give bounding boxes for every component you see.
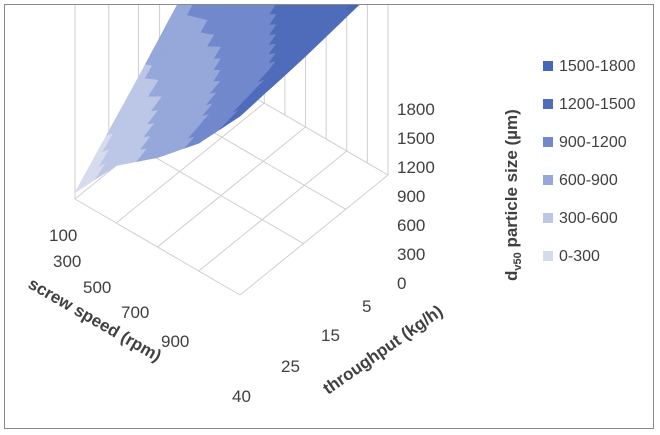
x-tick-label: 300 bbox=[53, 252, 81, 271]
z-tick-label: 0 bbox=[397, 274, 406, 293]
y-axis-title: throughput (kg/h) bbox=[319, 301, 446, 398]
y-tick-label: 40 bbox=[232, 387, 251, 406]
z-axis-title: dv50 particle size (µm) bbox=[502, 109, 524, 281]
floor-grid-line bbox=[138, 147, 304, 245]
x-tick-label: 700 bbox=[121, 303, 149, 322]
legend-swatch bbox=[543, 137, 553, 147]
z-tick-label: 900 bbox=[397, 187, 425, 206]
z-tick-label: 1800 bbox=[397, 100, 435, 119]
z-tick-label: 600 bbox=[397, 216, 425, 235]
legend-label: 0-300 bbox=[559, 248, 600, 265]
legend-swatch bbox=[543, 251, 553, 261]
legend-label: 1500-1800 bbox=[559, 58, 636, 75]
legend-swatch bbox=[543, 213, 553, 223]
z-tick-label: 1200 bbox=[397, 158, 435, 177]
z-axis-title-sub: v50 bbox=[512, 252, 524, 270]
x-tick-labels: 100 300 500 700 900 bbox=[49, 226, 189, 351]
floor-grid-line bbox=[74, 198, 241, 296]
legend-swatch bbox=[543, 99, 553, 109]
y-tick-label: 5 bbox=[362, 297, 371, 316]
y-tick-labels: 40 25 15 5 bbox=[232, 297, 371, 406]
x-tick-label: 500 bbox=[83, 278, 111, 297]
floor-grid-line bbox=[157, 126, 306, 248]
floor-grid-line bbox=[239, 174, 389, 296]
y-tick-label: 25 bbox=[281, 357, 300, 376]
x-tick-label: 100 bbox=[49, 226, 77, 245]
legend-swatch bbox=[543, 61, 553, 71]
legend-label: 300-600 bbox=[559, 210, 618, 227]
legend: 1500-1800 1200-1500 900-1200 600-900 300-600… bbox=[543, 58, 636, 265]
legend-label: 900-1200 bbox=[559, 134, 627, 151]
floor-grid-line bbox=[115, 102, 265, 224]
chart-frame: 1800 1500 1200 900 600 300 0 100 300 500… bbox=[4, 0, 654, 429]
surface-plot bbox=[74, 0, 365, 193]
x-tick-label: 900 bbox=[161, 332, 189, 351]
y-tick-label: 15 bbox=[321, 326, 340, 345]
z-axis-title-rest: particle size (µm) bbox=[502, 109, 521, 252]
legend-label: 600-900 bbox=[559, 172, 618, 189]
legend-swatch bbox=[543, 175, 553, 185]
z-axis-title-main: d bbox=[502, 271, 521, 281]
z-tick-labels: 1800 1500 1200 900 600 300 0 bbox=[397, 100, 435, 293]
floor-grid-line bbox=[198, 150, 348, 272]
surface-chart: 1800 1500 1200 900 600 300 0 100 300 500… bbox=[25, 0, 636, 406]
legend-label: 1200-1500 bbox=[559, 96, 636, 113]
z-tick-label: 1500 bbox=[397, 129, 435, 148]
z-tick-label: 300 bbox=[397, 245, 425, 264]
